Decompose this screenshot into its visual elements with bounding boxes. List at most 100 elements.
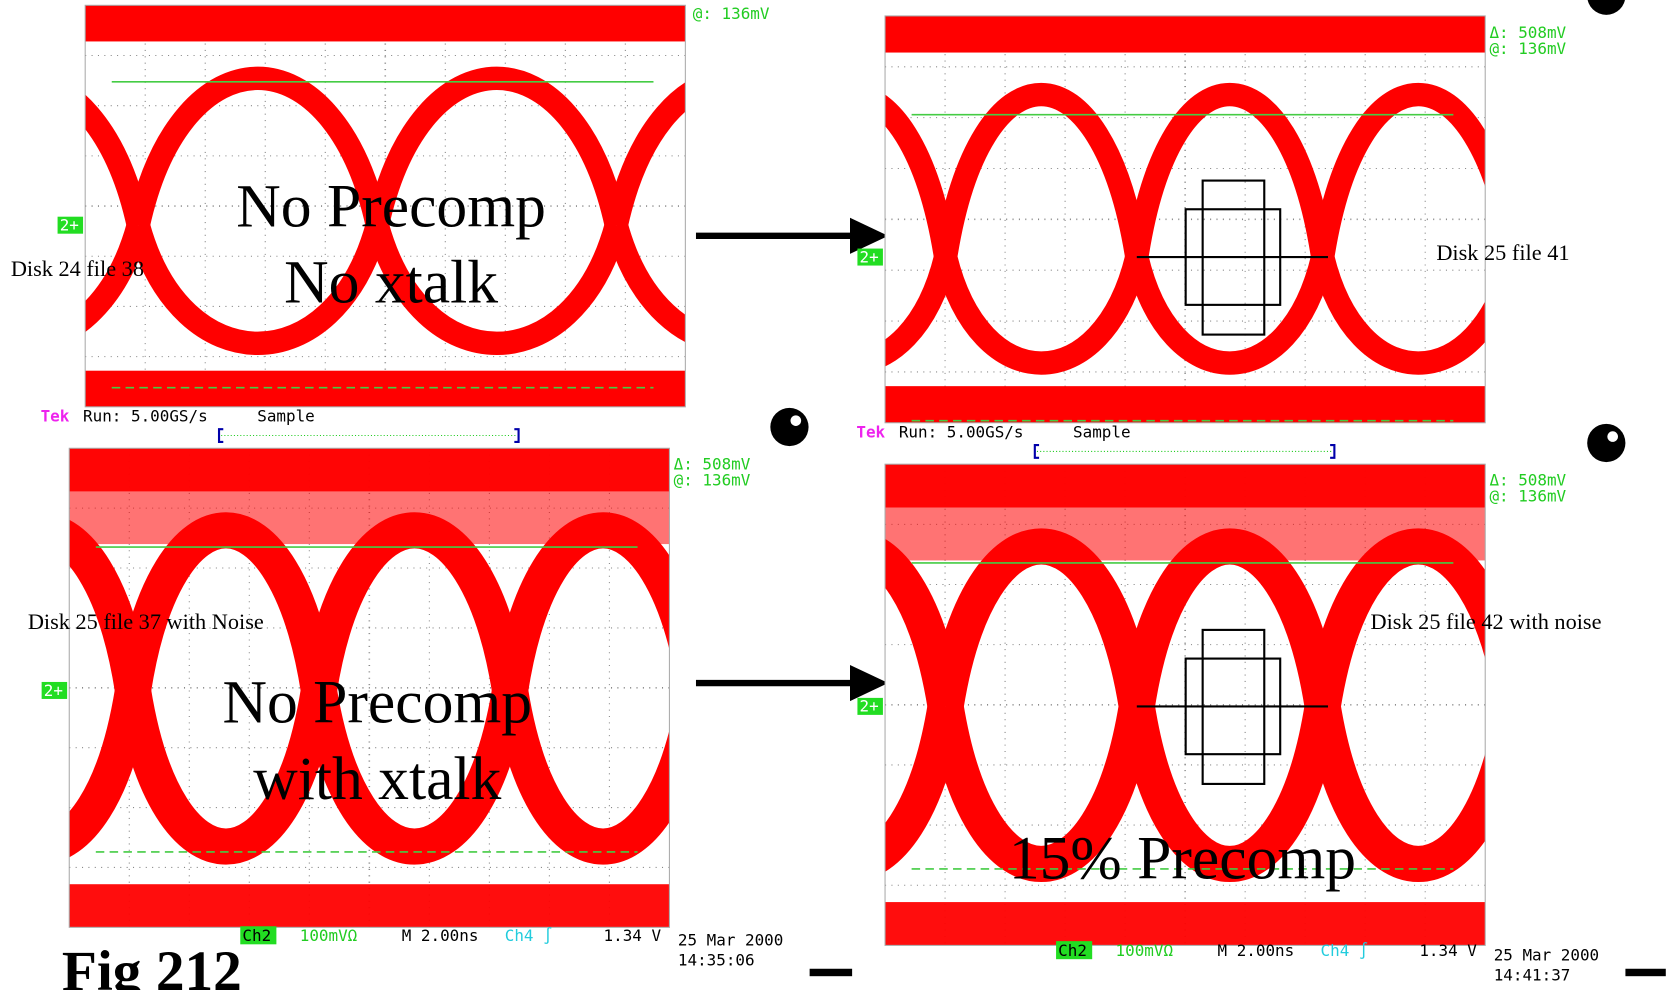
eye-trace — [126, 66, 389, 228]
at-readout: @: 136mV — [1489, 486, 1566, 505]
eye-trace — [1311, 82, 1486, 259]
overlay-text: 15% Precomp — [1009, 824, 1356, 892]
channel-bg — [1056, 941, 1093, 960]
footer-date: 25 Mar 2000 — [678, 930, 783, 949]
overlay-text: No Precomp — [236, 172, 546, 240]
eye-trace — [1304, 703, 1486, 882]
eye-trace — [301, 687, 528, 865]
at-readout: @: 136mV — [1489, 39, 1566, 58]
mask — [1201, 179, 1266, 336]
footer-channel: Ch2 — [1058, 941, 1087, 960]
eye-trace — [85, 222, 150, 332]
eye-trace — [492, 687, 670, 865]
channel-bg — [240, 926, 277, 945]
trace-area — [885, 15, 1486, 423]
footer-scale: 100mVΩ — [1116, 941, 1174, 960]
record-bracket — [217, 428, 520, 443]
footer-time: M 2.00ns — [1218, 941, 1295, 960]
delta-readout: Δ: 508mV — [1489, 23, 1566, 42]
eye-trace — [115, 687, 337, 865]
eye-trace — [1304, 528, 1486, 710]
header-run: Run: 5.00GS/s — [899, 423, 1024, 442]
eye-trace — [1125, 254, 1335, 375]
trace-band — [85, 370, 686, 407]
figure-label: Fig 212 — [62, 940, 242, 990]
trace-band — [69, 884, 670, 928]
footer-clock: 14:35:06 — [678, 951, 755, 970]
footer-date: 25 Mar 2000 — [1494, 945, 1599, 964]
footer-level: 1.34 V — [604, 926, 662, 945]
eye-trace — [927, 528, 1155, 710]
trace-band — [85, 5, 686, 42]
trace-band — [885, 15, 1486, 53]
eye-trace — [604, 82, 686, 228]
screen-border — [68, 447, 670, 928]
header-brand: Tek — [41, 407, 70, 426]
eye-trace — [366, 222, 628, 356]
eye-trace — [1311, 254, 1486, 375]
screen-border — [84, 4, 686, 408]
eye-trace — [127, 222, 389, 356]
mask — [1184, 657, 1282, 756]
eye-trace — [365, 66, 628, 228]
marker-bg — [857, 697, 883, 715]
footer-trigger: Ch4 ∫ — [1321, 941, 1369, 960]
disk-label: Disk 25 file 37 with Noise — [28, 609, 264, 634]
eye-trace — [885, 254, 957, 367]
eye-trace — [301, 512, 528, 694]
channel-marker: 2+ — [60, 216, 79, 235]
marker-bg — [41, 681, 68, 699]
disk-label: Disk 24 file 38 — [11, 256, 144, 281]
mask — [1201, 628, 1266, 785]
marker-bg — [57, 216, 84, 234]
eye-trace — [1118, 703, 1341, 882]
marker-bg — [857, 248, 883, 266]
eye-trace — [492, 512, 670, 694]
eye-trace — [934, 82, 1149, 259]
disk-label: Disk 25 file 42 with noise — [1370, 609, 1601, 634]
eye-trace — [115, 512, 337, 694]
footer-trigger: Ch4 ∫ — [505, 926, 553, 945]
footer-time: M 2.00ns — [402, 926, 479, 945]
at-readout: @: 136mV — [693, 4, 770, 23]
delta-readout: Δ: 508mV — [674, 455, 751, 474]
overlay-text: with xtalk — [253, 745, 501, 813]
screen-border — [884, 463, 1486, 946]
eye-trace — [934, 254, 1149, 375]
footer-channel: Ch2 — [242, 926, 271, 945]
header-mode: Sample — [1073, 423, 1131, 442]
eye-trace — [1125, 82, 1335, 259]
delta-readout: Δ: 508mV — [1489, 470, 1566, 489]
footer-clock: 14:41:37 — [1494, 965, 1571, 984]
eye-trace — [885, 95, 958, 259]
header-mode: Sample — [257, 407, 315, 426]
channel-marker: 2+ — [860, 247, 879, 266]
header-brand: Tek — [856, 423, 885, 442]
trace-area — [85, 5, 686, 407]
screen-border — [884, 15, 1486, 424]
eye-trace — [605, 222, 686, 342]
eye-trace — [927, 703, 1155, 882]
eye-trace — [85, 94, 150, 228]
at-readout: @: 136mV — [674, 470, 751, 489]
trace-area — [885, 464, 1486, 946]
overlay-text: No xtalk — [284, 249, 498, 317]
trace-band — [885, 386, 1486, 423]
footer-level: 1.34 V — [1419, 941, 1477, 960]
eye-trace — [885, 538, 964, 710]
disk-label: Disk 25 file 41 — [1436, 240, 1569, 265]
scope-panel: 2+ Δ: 508mV@: 136mV Disk 25 file 42 with n… — [856, 423, 1601, 985]
footer-scale: 100mVΩ — [300, 926, 358, 945]
arrows — [695, 217, 889, 702]
scope-panel: 2+ Δ: 508mV@: 136mV Disk 25 file 37 with N… — [28, 407, 784, 970]
header-run: Run: 5.00GS/s — [83, 407, 208, 426]
overlay-text: No Precomp — [222, 668, 532, 736]
trace-band — [885, 902, 1486, 946]
decorations — [770, 0, 1666, 977]
scope-panel: 2+ Δ: 508mV@: 136mV Disk 25 file 41 — [857, 15, 1570, 424]
eye-trace — [69, 519, 151, 694]
channel-marker: 2+ — [860, 697, 879, 716]
mask — [1184, 208, 1282, 306]
channel-marker: 2+ — [44, 681, 63, 700]
